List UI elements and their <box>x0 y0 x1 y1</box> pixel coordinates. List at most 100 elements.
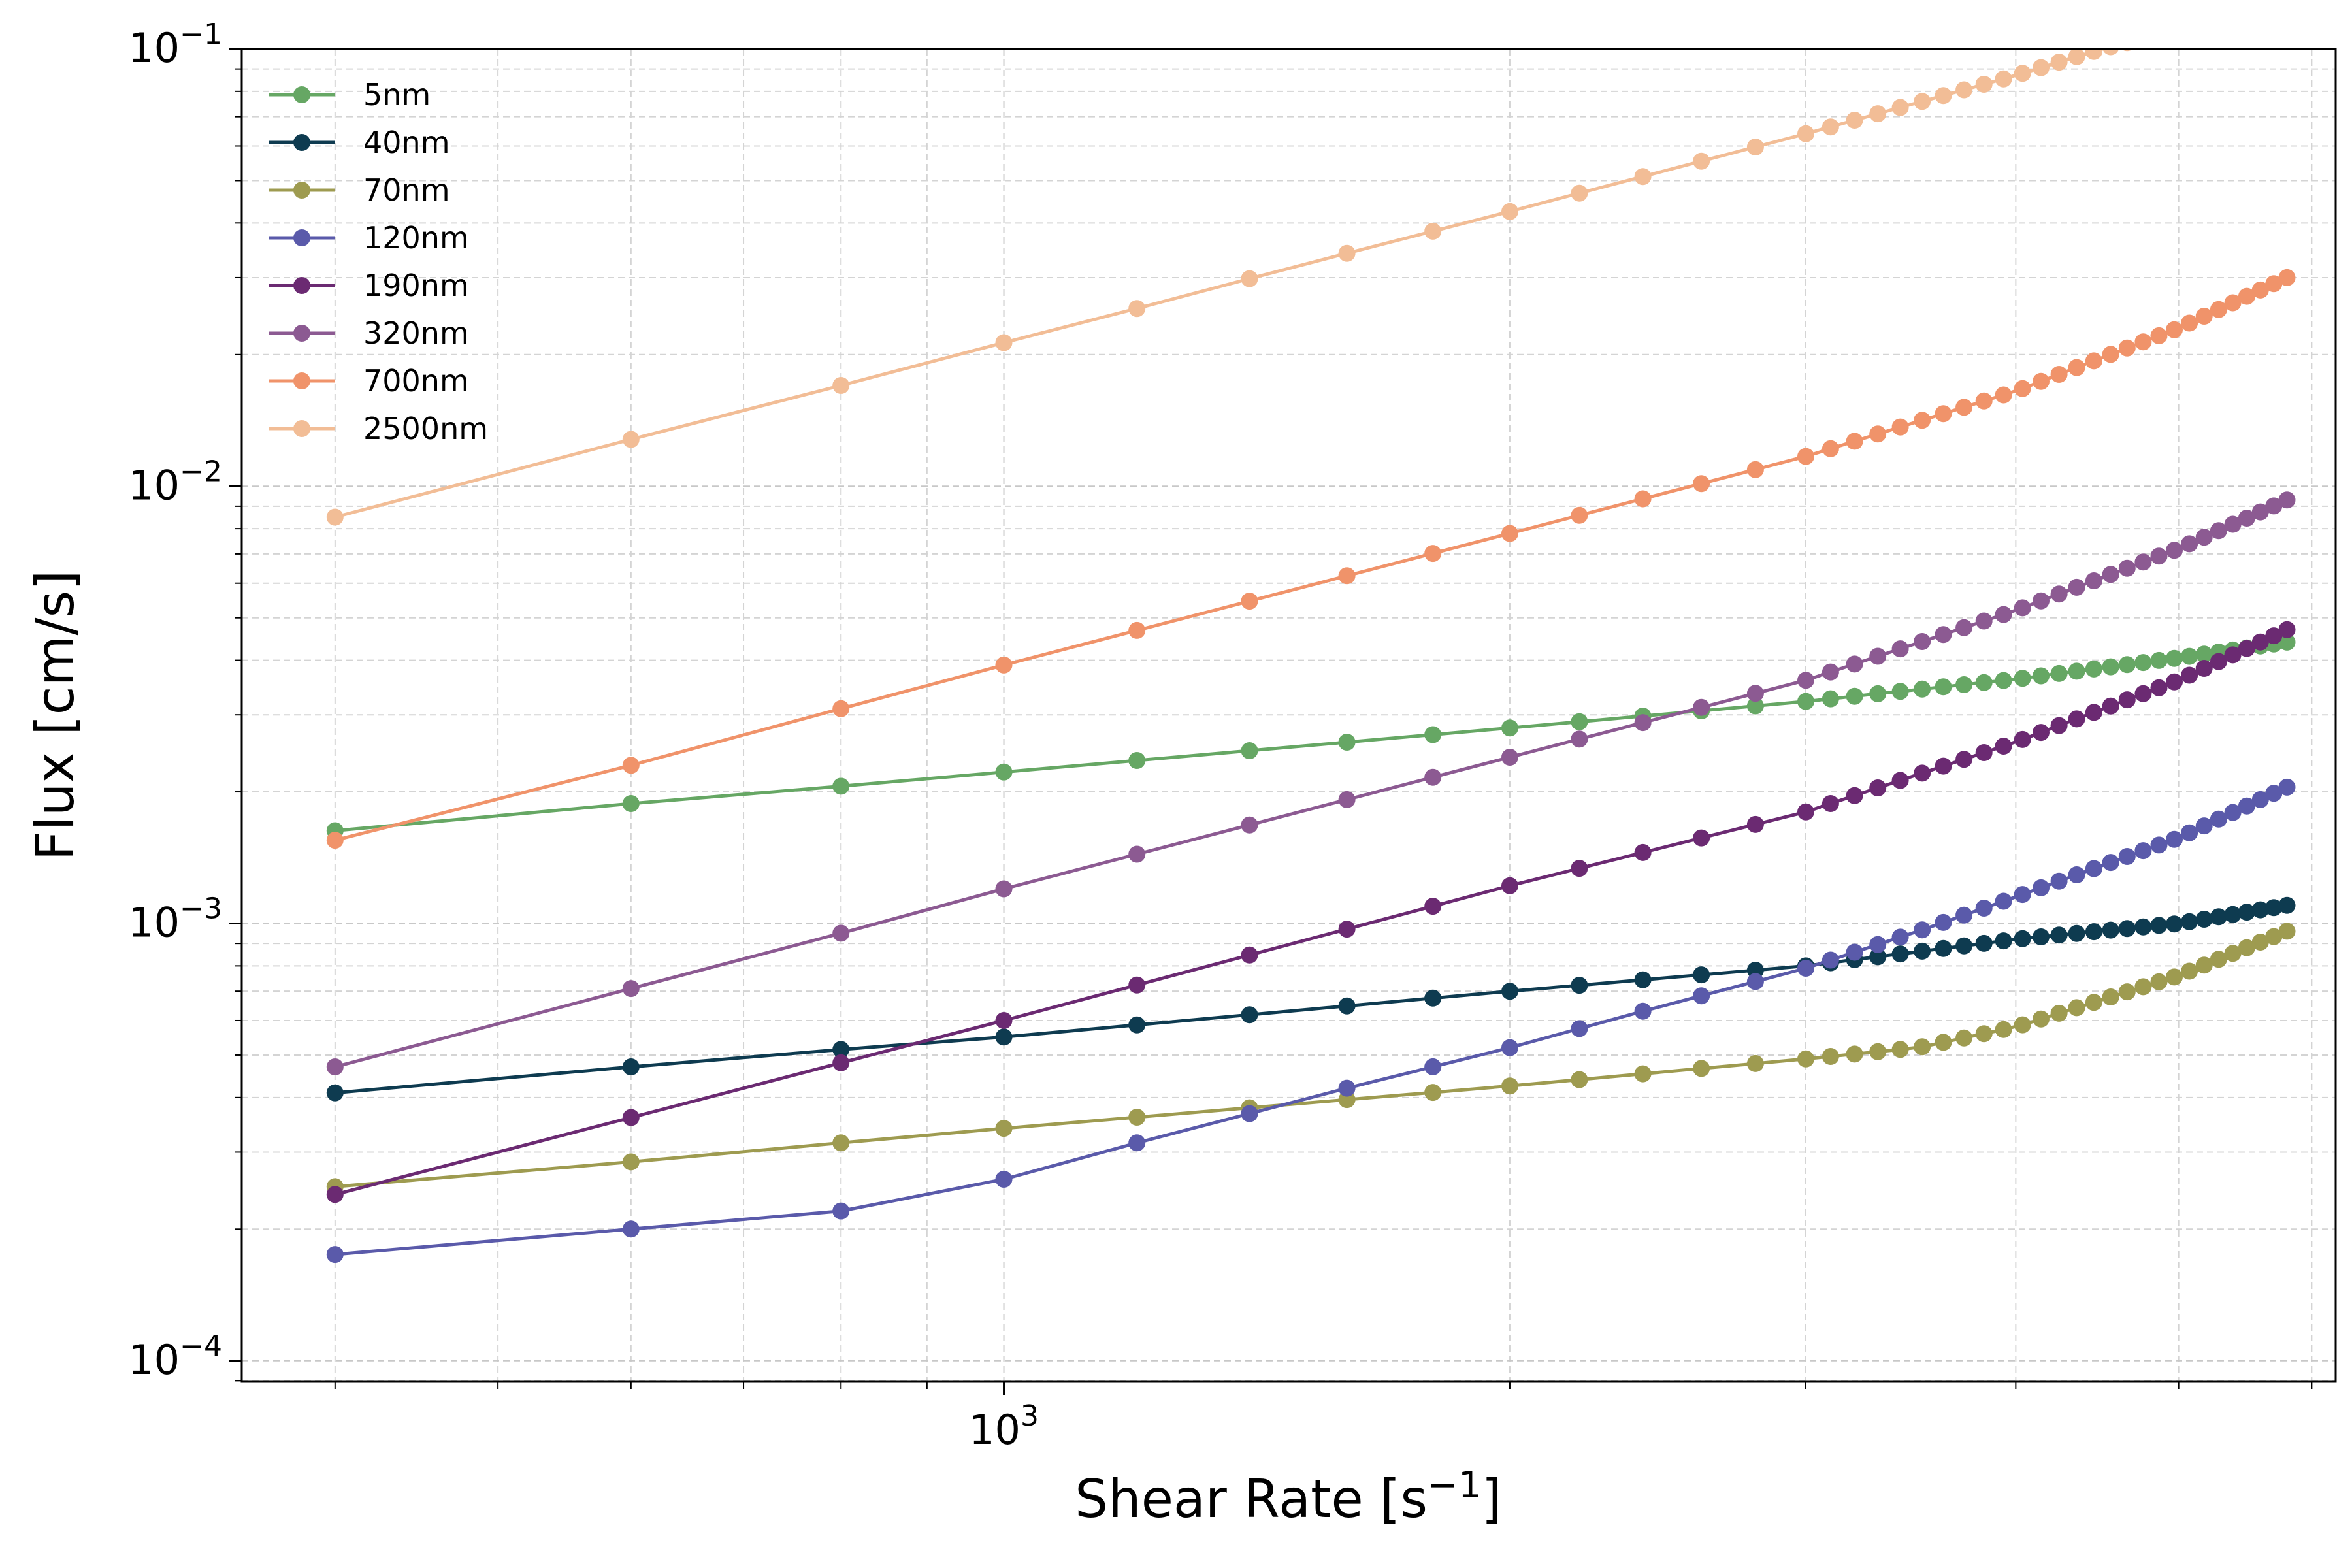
data-point <box>1955 676 1973 693</box>
data-point <box>2118 691 2136 709</box>
data-point <box>1846 433 1863 450</box>
data-point <box>2151 26 2168 43</box>
data-point <box>1891 1041 1909 1058</box>
data-point <box>1634 714 1652 732</box>
data-point <box>1891 99 1909 116</box>
data-point <box>2050 585 2068 603</box>
data-point <box>2265 785 2283 802</box>
x-axis-label: Shear Rate [s−1] <box>1075 1464 1502 1529</box>
legend-marker <box>293 420 310 437</box>
data-point <box>1821 663 1839 681</box>
data-point <box>995 763 1013 781</box>
data-point <box>1975 1025 1993 1043</box>
data-point <box>1746 815 1764 833</box>
data-point <box>2251 633 2269 651</box>
series-120nm <box>326 778 2296 1264</box>
legend-label: 120nm <box>363 220 469 255</box>
legend-item-320nm: 320nm <box>269 316 469 351</box>
data-point <box>2224 515 2242 533</box>
data-point <box>1869 685 1887 702</box>
data-point <box>2033 879 2050 896</box>
data-point <box>1571 184 1588 202</box>
data-point <box>1424 222 1442 240</box>
data-point <box>2166 915 2183 933</box>
data-point <box>2150 973 2168 990</box>
y-axis-label: Flux [cm/s] <box>25 570 86 861</box>
data-point <box>1975 900 1993 917</box>
data-point <box>2252 1 2269 18</box>
data-point <box>326 832 344 849</box>
data-point <box>1914 93 1931 110</box>
data-point <box>995 656 1013 674</box>
data-point <box>1424 545 1442 563</box>
data-point <box>2102 921 2119 939</box>
data-point <box>2134 30 2151 47</box>
legend-marker <box>293 325 310 342</box>
data-point <box>2224 294 2242 312</box>
data-point <box>832 1134 850 1152</box>
data-point <box>2050 926 2068 944</box>
data-point <box>1995 738 2012 755</box>
data-point <box>2195 817 2213 835</box>
data-point <box>2238 287 2255 305</box>
data-point <box>1501 525 1518 542</box>
data-point <box>2134 842 2152 860</box>
data-point <box>2265 0 2282 14</box>
data-point <box>1975 392 1993 410</box>
data-point <box>1914 921 1931 939</box>
data-point <box>2224 804 2242 821</box>
data-point <box>995 1012 1013 1029</box>
data-point <box>2134 654 2152 672</box>
data-point <box>1955 1029 1973 1047</box>
data-point <box>1128 300 1146 318</box>
data-point <box>2181 647 2198 665</box>
data-point <box>1821 1048 1839 1065</box>
data-point <box>2210 951 2227 968</box>
data-point <box>1424 1084 1442 1102</box>
legend-item-40nm: 40nm <box>269 125 450 160</box>
data-point <box>1846 787 1863 804</box>
data-point <box>1891 928 1909 946</box>
data-point <box>2085 49 2102 60</box>
data-point <box>1935 678 1952 696</box>
data-point <box>1975 934 1993 952</box>
data-point <box>2265 928 2283 945</box>
data-point <box>1338 791 1356 808</box>
data-point <box>2251 281 2269 299</box>
data-point <box>2085 860 2102 877</box>
data-point <box>1935 757 1952 775</box>
legend-item-120nm: 120nm <box>269 220 469 255</box>
data-point <box>1693 829 1710 847</box>
data-point <box>1975 612 1993 630</box>
data-point <box>1128 1109 1146 1126</box>
data-point <box>2224 945 2242 962</box>
data-point <box>326 1246 344 1264</box>
data-point <box>2210 11 2227 28</box>
data-point <box>832 924 850 942</box>
data-point <box>1995 892 2012 910</box>
data-point <box>2238 797 2255 815</box>
data-point <box>1821 795 1839 812</box>
data-point <box>1693 475 1710 493</box>
data-point <box>2181 962 2198 980</box>
data-point <box>2050 717 2068 734</box>
data-point <box>2085 994 2102 1011</box>
legend-label: 2500nm <box>363 411 488 446</box>
data-point <box>1797 125 1814 142</box>
data-point <box>2102 49 2119 56</box>
data-point <box>1746 139 1764 155</box>
data-point <box>2195 529 2213 546</box>
data-point <box>2118 559 2136 577</box>
data-point <box>2033 724 2050 742</box>
data-point <box>2166 22 2183 39</box>
data-point <box>1571 713 1588 730</box>
data-point <box>2102 566 2119 583</box>
legend-label: 320nm <box>363 316 469 351</box>
data-point <box>2085 352 2102 370</box>
data-point <box>2068 662 2085 680</box>
data-point <box>622 1109 640 1126</box>
data-point <box>1797 803 1814 821</box>
data-point <box>2085 660 2102 678</box>
data-point <box>2068 866 2085 883</box>
data-point <box>1501 203 1518 220</box>
